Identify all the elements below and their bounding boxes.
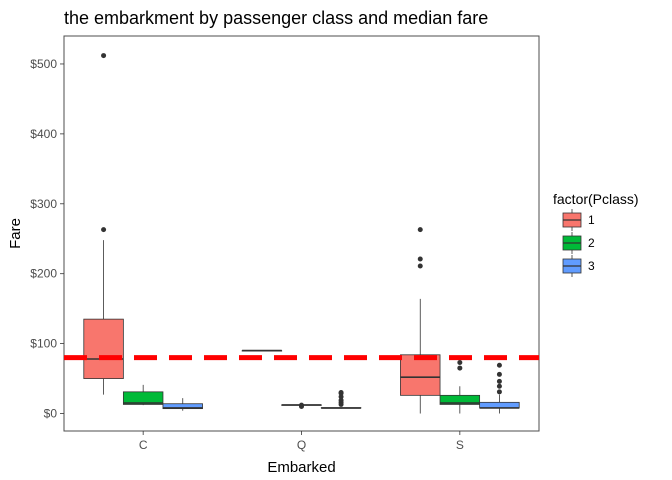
box-layer [83,53,520,414]
x-tick-label: S [456,438,464,452]
boxplot-Q-class-1 [241,349,283,352]
outlier-point [496,383,502,389]
outlier-point [496,362,502,368]
boxplot-Q-class-3 [320,390,362,409]
box [439,394,481,405]
x-tick-label: Q [297,438,306,452]
box [400,354,441,396]
x-tick-label: C [139,438,148,452]
y-tick-label: $100 [30,337,57,351]
boxplot-S-class-2 [439,359,481,414]
outlier-point [417,256,423,262]
y-tick-label: $0 [44,407,58,421]
outlier-point [299,402,304,408]
outlier-point [457,359,463,365]
boxplot-S-class-3 [479,362,520,414]
plot-panel [63,35,540,432]
y-axis-title: Fare [7,218,24,249]
legend-label: 1 [588,213,595,227]
y-tick-label: $500 [30,57,57,71]
x-axis-title: Embarked [267,459,335,476]
legend-items: 1 2 3 [562,209,595,277]
y-tick-label: $200 [30,267,57,281]
legend: factor(Pclass) 1 2 3 [553,191,639,277]
legend-label: 3 [588,259,595,273]
legend-item-2: 2 [562,232,595,254]
outlier-point [338,394,344,400]
outlier-point [496,371,502,377]
boxplot-Q-class-2 [281,402,322,410]
outlier-point [457,365,463,371]
y-tick-label: $300 [30,197,57,211]
outlier-point [101,227,107,233]
legend-item-1: 1 [562,209,595,231]
chart-title: the embarkment by passenger class and me… [64,8,488,28]
legend-label: 2 [588,236,595,250]
outlier-point [496,378,502,384]
boxplot-S-class-1 [400,227,441,414]
boxplot-C-class-2 [122,384,164,406]
outlier-point [417,227,423,233]
y-tick-label: $400 [30,127,57,141]
outlier-point [101,53,107,59]
outlier-point [417,263,423,269]
axis-layer: $0 $100 $200 $300 $400 $500 C Q S [30,57,464,452]
box [479,401,520,409]
outlier-point [338,397,344,403]
box [122,391,164,405]
box [83,318,124,379]
outlier-point [496,389,502,395]
outlier-point [338,390,344,396]
legend-item-3: 3 [562,255,595,277]
boxplot-C-class-3 [162,398,203,411]
legend-title: factor(Pclass) [553,191,639,207]
